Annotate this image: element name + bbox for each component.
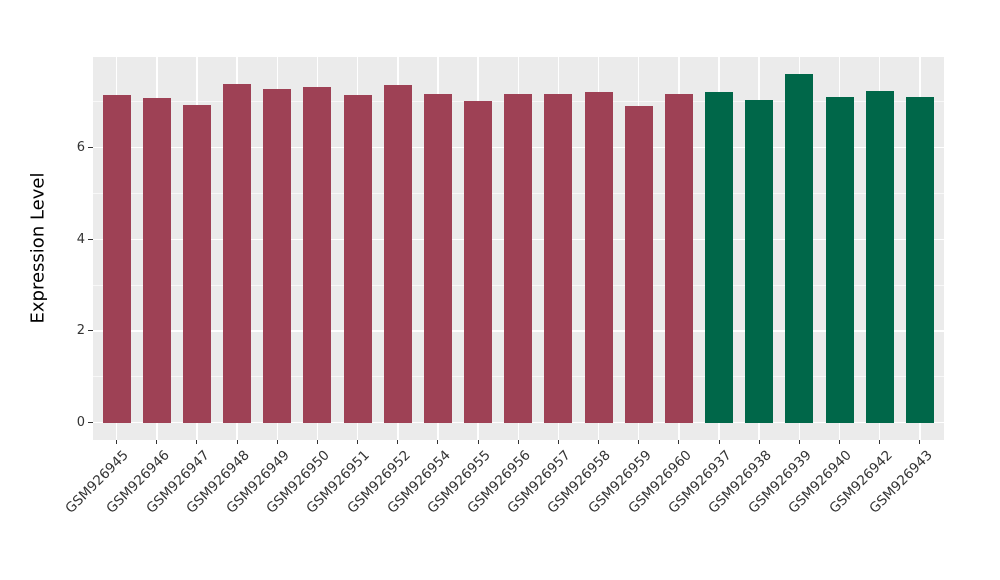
x-tick-GSM926949 — [276, 439, 278, 444]
bar-GSM926952 — [383, 85, 412, 423]
bar-GSM926945 — [102, 95, 131, 423]
y-tick-label-4: 4 — [76, 231, 85, 247]
x-tick-GSM926956 — [517, 439, 519, 444]
x-tick-GSM926951 — [357, 439, 359, 444]
y-axis-title: Expression Level — [27, 172, 49, 324]
x-tick-GSM926939 — [798, 439, 800, 444]
x-tick-GSM926945 — [116, 439, 118, 444]
bar-GSM926957 — [544, 93, 573, 423]
y-tick-0 — [88, 422, 93, 424]
bar-GSM926958 — [584, 92, 613, 423]
bar-GSM926938 — [745, 99, 774, 423]
x-tick-GSM926954 — [437, 439, 439, 444]
bar-GSM926947 — [182, 105, 211, 423]
y-tick-2 — [88, 330, 93, 332]
x-tick-GSM926947 — [196, 439, 198, 444]
y-tick-6 — [88, 147, 93, 149]
bar-GSM926946 — [142, 98, 171, 423]
x-tick-GSM926952 — [397, 439, 399, 444]
bar-GSM926950 — [303, 86, 332, 423]
x-tick-GSM926955 — [477, 439, 479, 444]
x-tick-GSM926946 — [156, 439, 158, 444]
bar-GSM926948 — [223, 84, 252, 423]
y-tick-label-2: 2 — [76, 323, 85, 339]
bar-GSM926960 — [664, 93, 693, 423]
y-tick-4 — [88, 238, 93, 240]
x-tick-GSM926959 — [638, 439, 640, 444]
x-tick-GSM926950 — [316, 439, 318, 444]
bar-GSM926959 — [624, 106, 653, 423]
plot-panel — [92, 57, 944, 440]
bar-GSM926940 — [825, 97, 854, 423]
x-tick-GSM926937 — [718, 439, 720, 444]
x-tick-GSM926942 — [879, 439, 881, 444]
bar-GSM926956 — [504, 93, 533, 423]
bar-GSM926943 — [905, 97, 934, 423]
y-tick-label-6: 6 — [76, 140, 85, 156]
x-tick-GSM926957 — [557, 439, 559, 444]
x-tick-GSM926943 — [919, 439, 921, 444]
bar-GSM926939 — [785, 74, 814, 423]
x-tick-GSM926948 — [236, 439, 238, 444]
x-tick-GSM926958 — [598, 439, 600, 444]
x-tick-GSM926960 — [678, 439, 680, 444]
x-tick-GSM926940 — [839, 439, 841, 444]
bar-GSM926937 — [705, 92, 734, 423]
x-tick-GSM926938 — [758, 439, 760, 444]
bar-GSM926951 — [343, 95, 372, 423]
bar-GSM926954 — [423, 94, 452, 423]
bar-GSM926949 — [263, 88, 292, 423]
bar-GSM926955 — [464, 100, 493, 423]
bar-GSM926942 — [865, 90, 894, 423]
y-tick-label-0: 0 — [76, 415, 85, 431]
